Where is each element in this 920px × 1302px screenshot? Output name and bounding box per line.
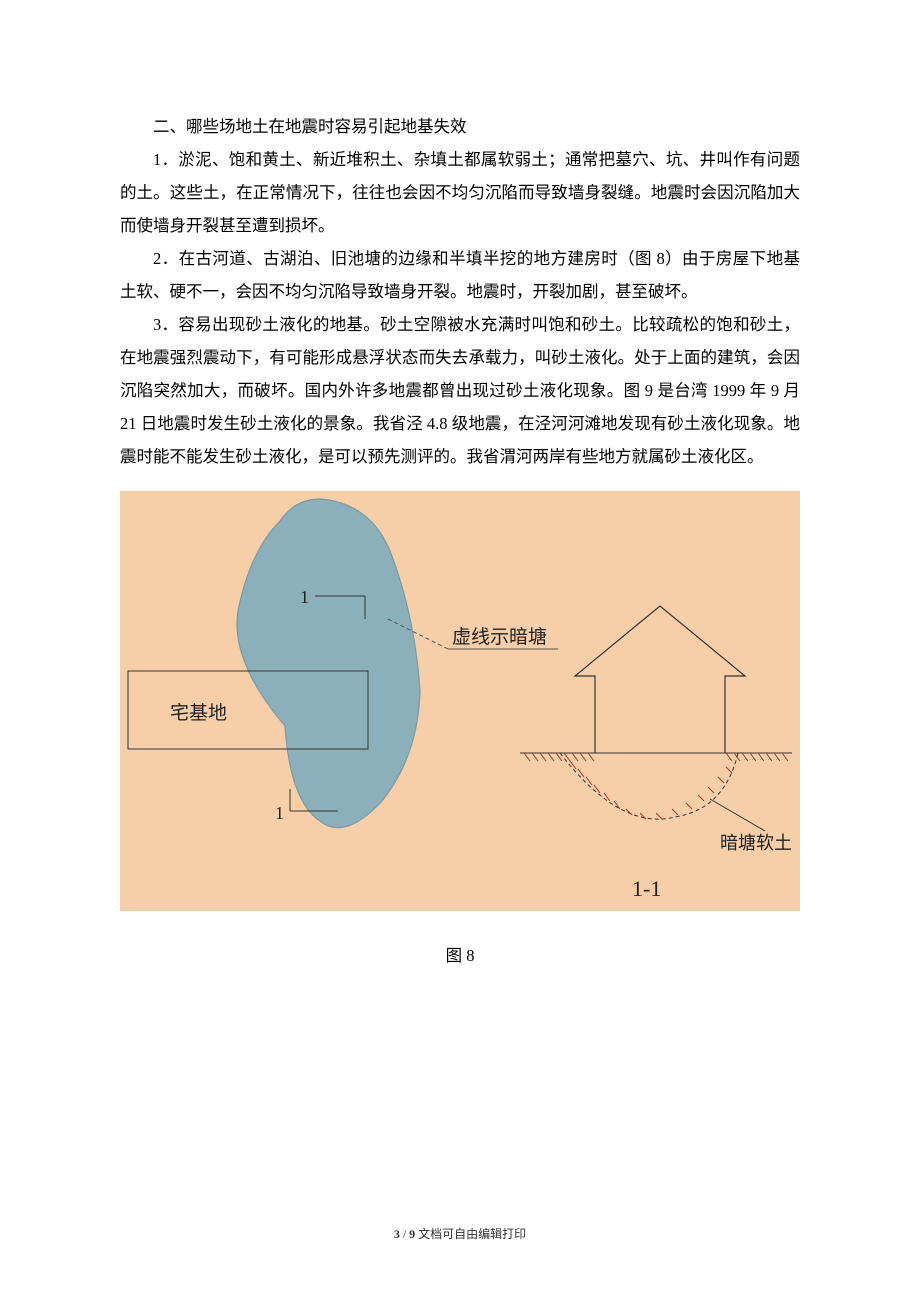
document-body: 二、哪些场地土在地震时容易引起地基失效 1．淤泥、饱和黄土、新近堆积土、杂填土都… bbox=[120, 110, 800, 972]
page-footer: 3 / 9 文档可自由编辑打印 bbox=[0, 1225, 920, 1242]
paragraph-1: 1．淤泥、饱和黄土、新近堆积土、杂填土都属软弱土；通常把墓穴、坑、井叫作有问题的… bbox=[120, 143, 800, 242]
paragraph-2: 2．在古河道、古湖泊、旧池塘的边缘和半填半挖的地方建房时（图 8）由于房屋下地基… bbox=[120, 242, 800, 308]
page-current: 3 bbox=[394, 1227, 400, 1241]
house-site-label: 宅基地 bbox=[170, 702, 227, 724]
section-heading: 二、哪些场地土在地震时容易引起地基失效 bbox=[120, 110, 800, 143]
figure-8-container: 1 1 虚线示暗塘 宅基地 bbox=[120, 491, 800, 972]
section-label: 1-1 bbox=[632, 876, 661, 901]
soft-soil-label: 暗塘软土 bbox=[720, 833, 792, 853]
figure-bg bbox=[120, 491, 800, 911]
page-total: 9 bbox=[409, 1227, 415, 1241]
dashed-note-text: 虚线示暗塘 bbox=[452, 626, 547, 648]
footer-note: 文档可自由编辑打印 bbox=[418, 1227, 526, 1241]
paragraph-3: 3．容易出现砂土液化的地基。砂土空隙被水充满时叫饱和砂土。比较疏松的饱和砂土，在… bbox=[120, 308, 800, 473]
figure-caption: 图 8 bbox=[120, 939, 800, 972]
figure-8-diagram: 1 1 虚线示暗塘 宅基地 bbox=[120, 491, 800, 911]
section-top-label: 1 bbox=[300, 587, 309, 607]
section-bot-label: 1 bbox=[275, 803, 284, 823]
